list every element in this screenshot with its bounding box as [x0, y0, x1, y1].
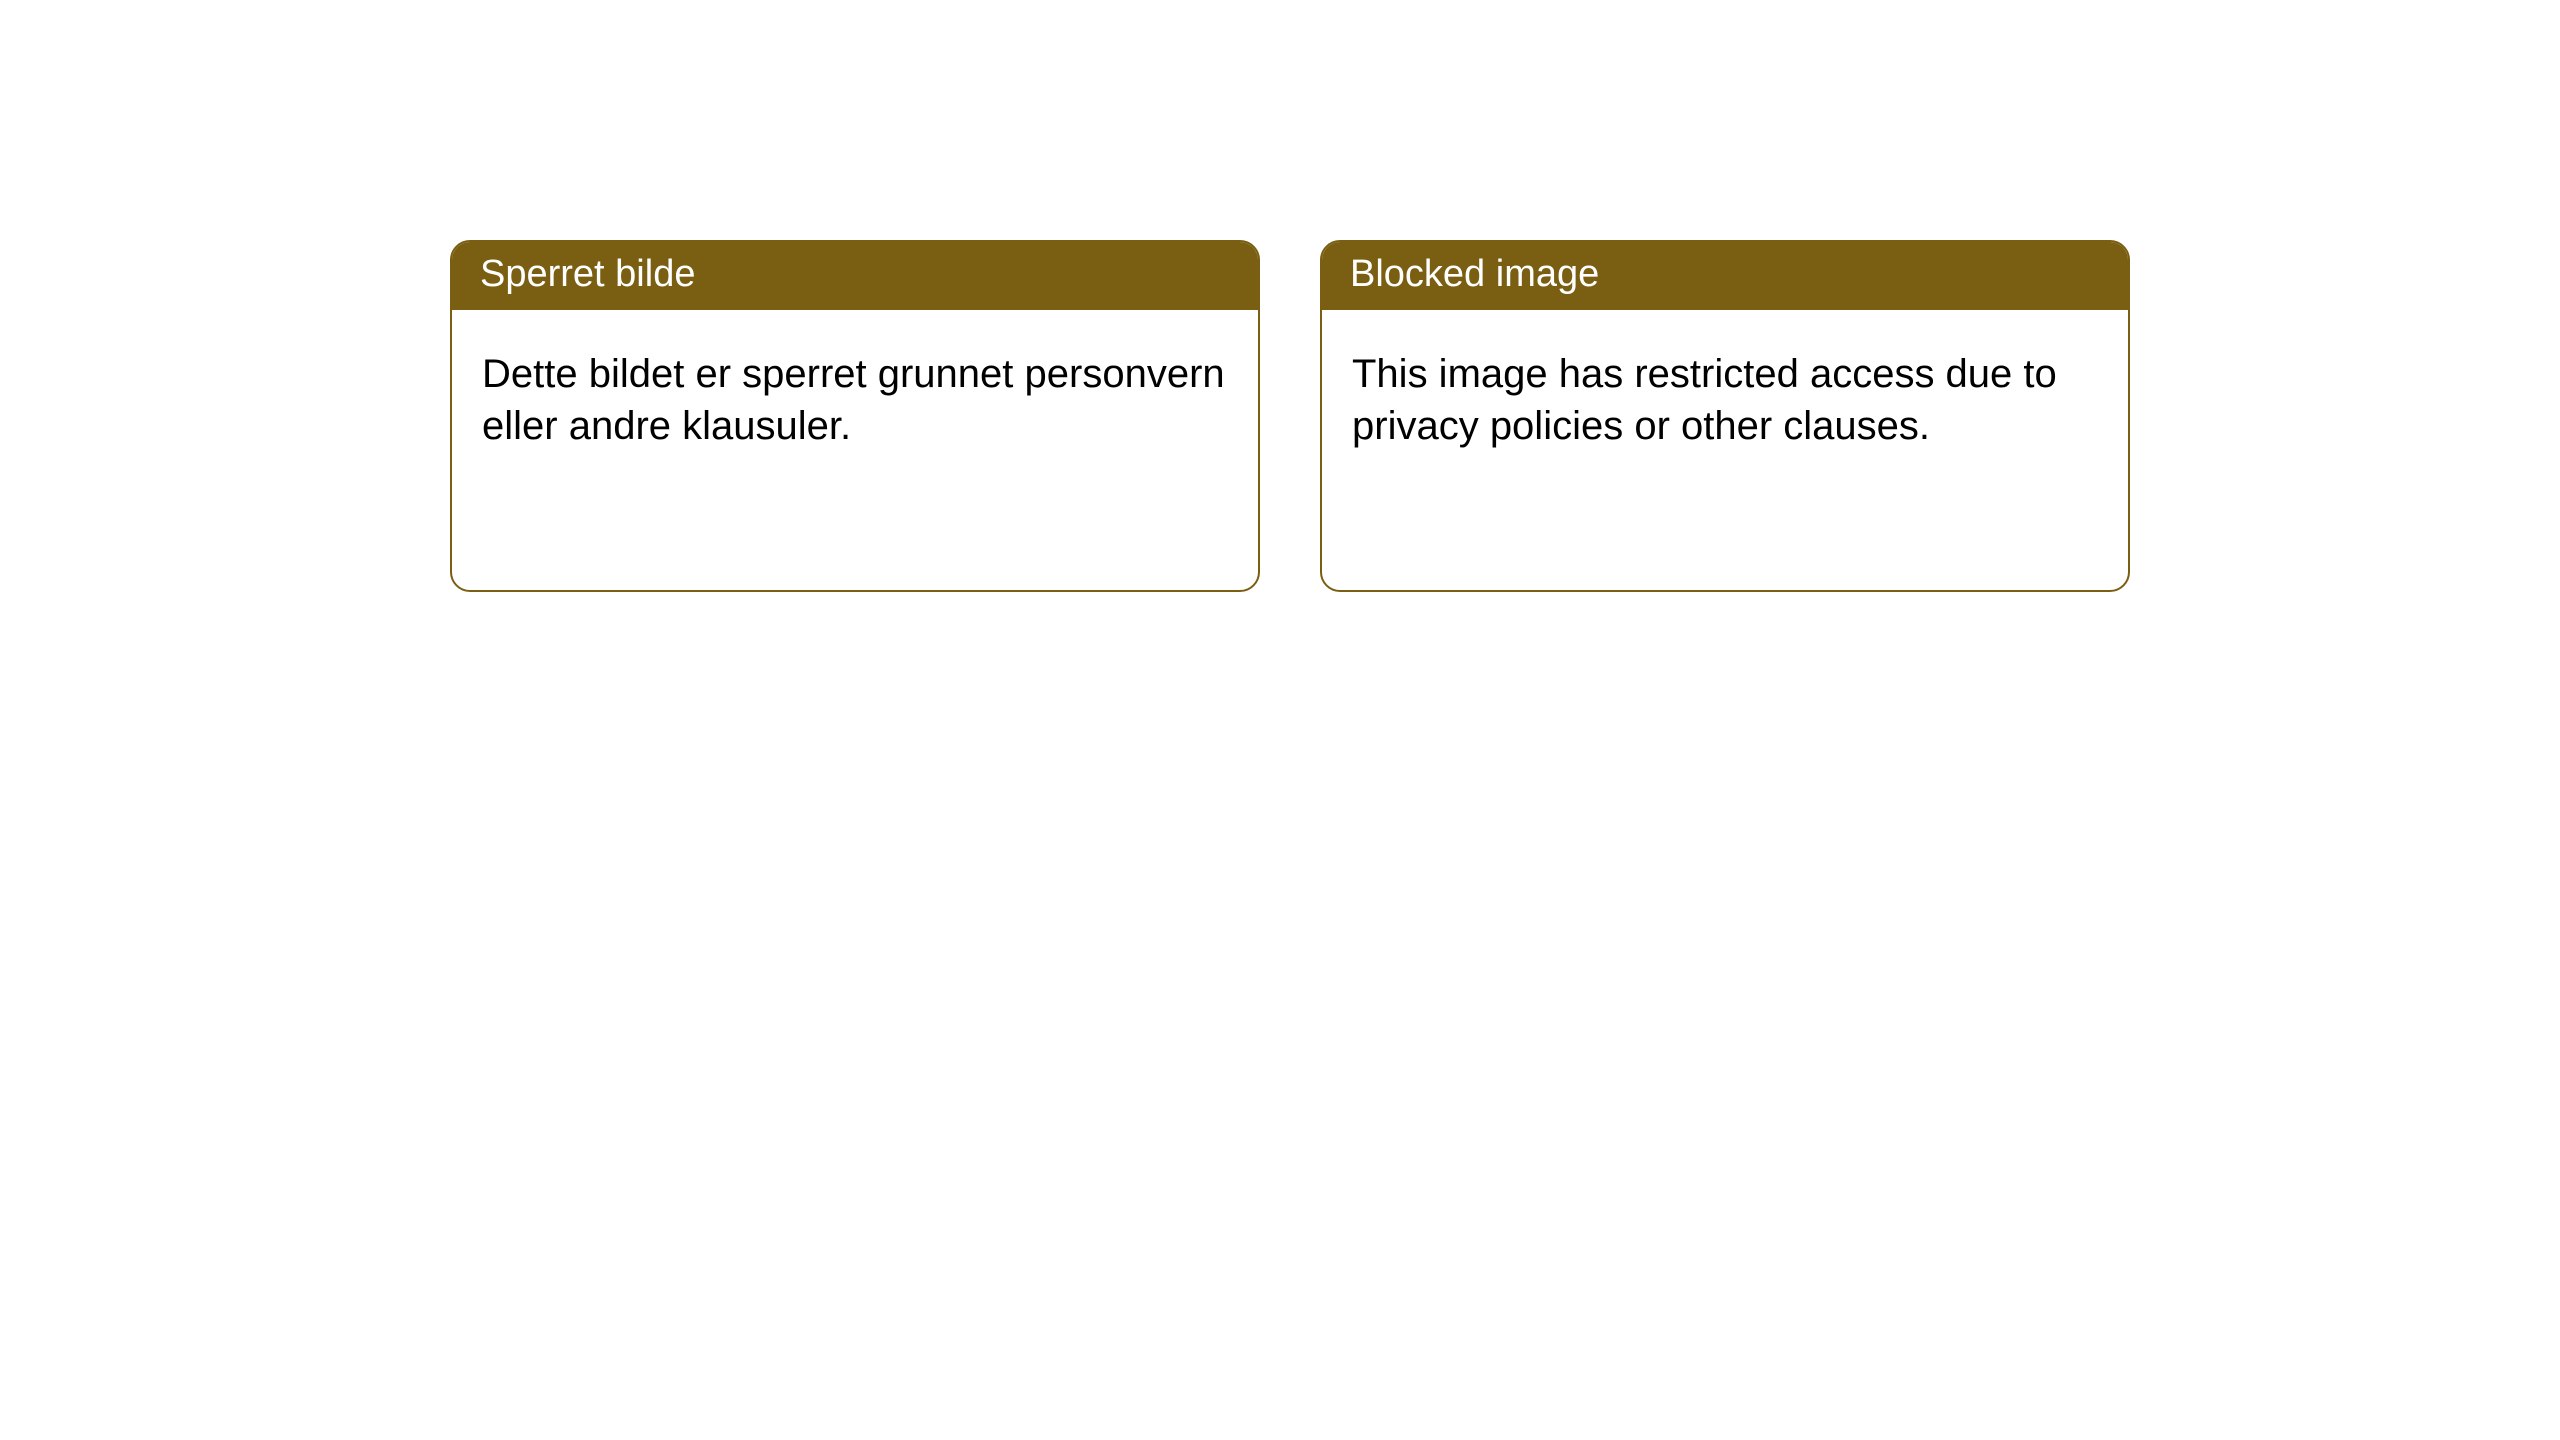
card-body-text: Dette bildet er sperret grunnet personve…	[482, 348, 1228, 452]
notice-cards-container: Sperret bilde Dette bildet er sperret gr…	[0, 0, 2560, 592]
notice-card-english: Blocked image This image has restricted …	[1320, 240, 2130, 592]
card-title: Blocked image	[1350, 253, 1599, 295]
card-body: Dette bildet er sperret grunnet personve…	[452, 310, 1258, 590]
notice-card-norwegian: Sperret bilde Dette bildet er sperret gr…	[450, 240, 1260, 592]
card-title: Sperret bilde	[480, 253, 695, 295]
card-header: Blocked image	[1322, 242, 2128, 310]
card-header: Sperret bilde	[452, 242, 1258, 310]
card-body: This image has restricted access due to …	[1322, 310, 2128, 590]
card-body-text: This image has restricted access due to …	[1352, 348, 2098, 452]
